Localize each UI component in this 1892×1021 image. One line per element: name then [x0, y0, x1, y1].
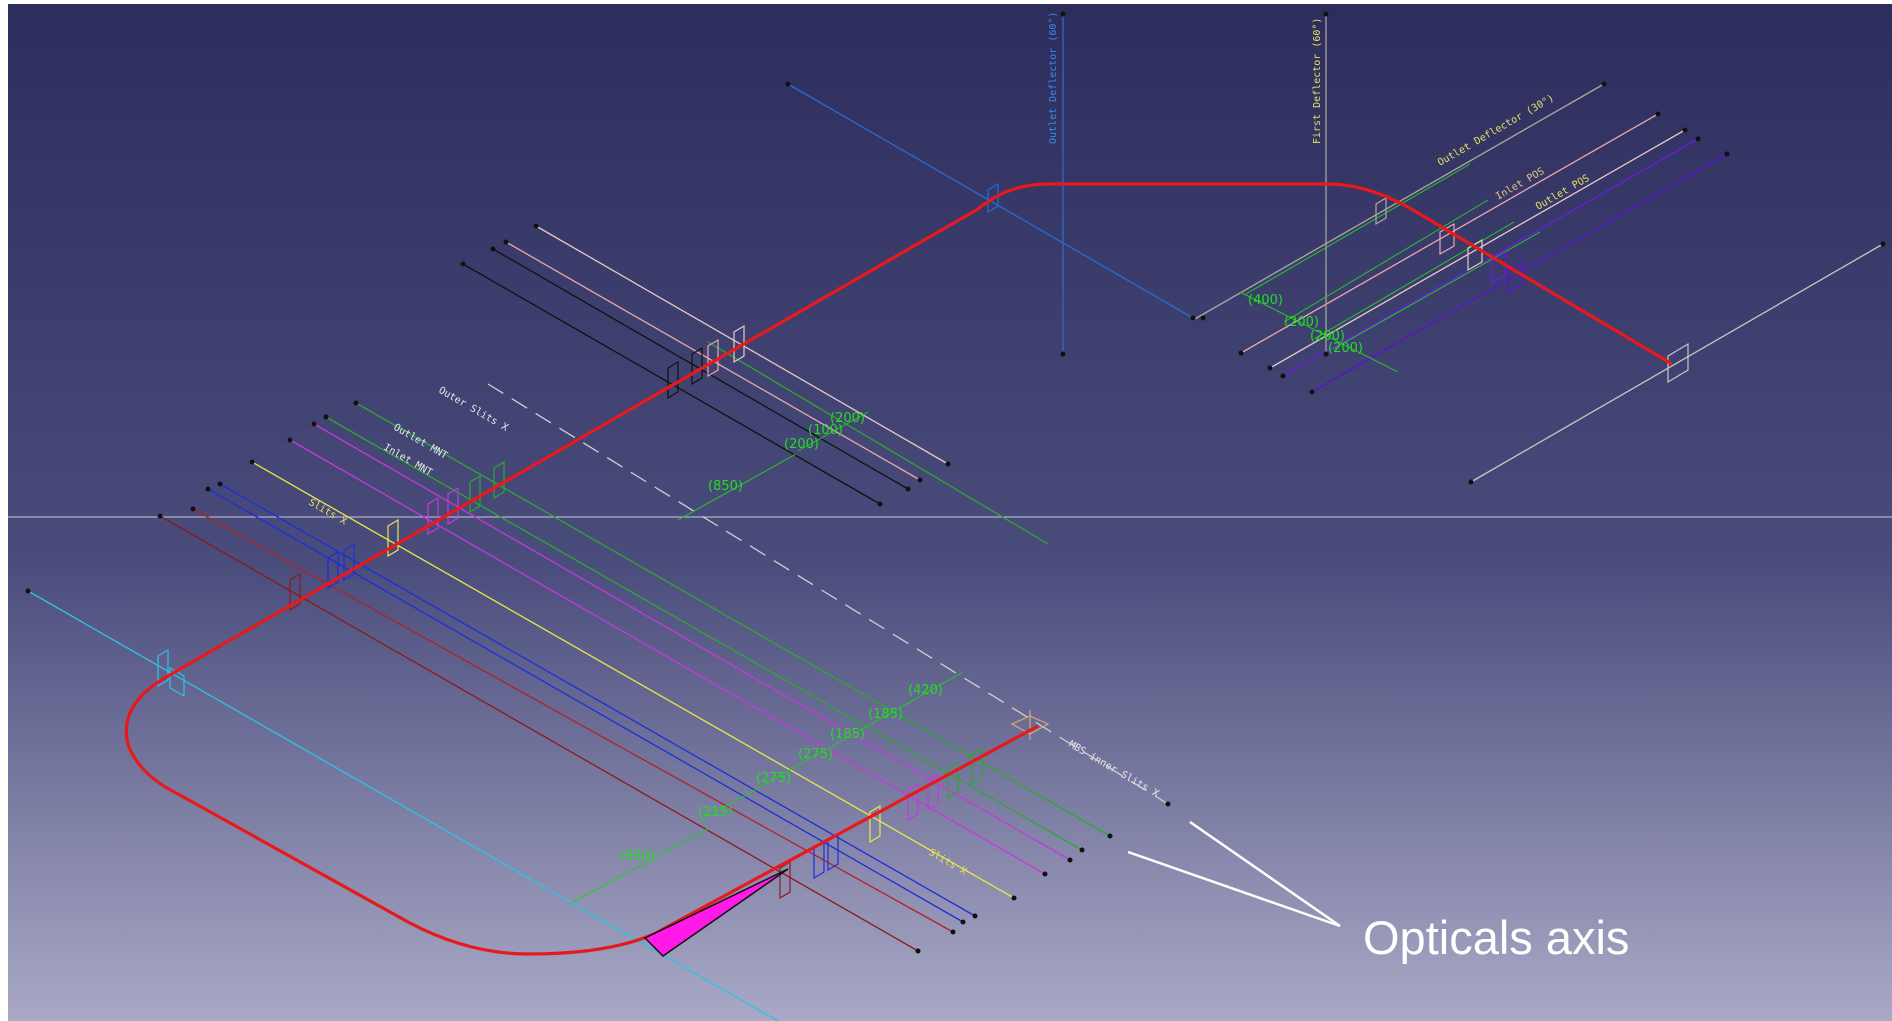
- dim-label-10: (185): [868, 707, 903, 722]
- frame-pink-b: [733, 324, 745, 364]
- element-line-gray-2: [1470, 243, 1884, 483]
- callout-pointer: [1127, 820, 1341, 928]
- lower-element-lines: [27, 383, 1169, 1021]
- dim-label-4: (200): [784, 437, 819, 452]
- element-line-magenta-2: [313, 423, 1071, 861]
- dim-label-12: (275): [798, 747, 833, 762]
- frame-magenta-a: [427, 496, 439, 536]
- callout-label: Opticals axis: [1363, 911, 1629, 964]
- element-line-blue-1: [207, 488, 964, 923]
- label-outlet-deflector-top: Outlet Deflector (60°): [1048, 12, 1059, 144]
- frame-yellow-low: [869, 804, 881, 844]
- frame-gray-r: [1375, 196, 1387, 226]
- element-line-blue-2: [219, 483, 976, 917]
- element-line-yellow: [251, 461, 1015, 899]
- label-first-deflector: First Deflector (60°): [1312, 18, 1323, 144]
- frame-star: [1010, 710, 1050, 740]
- dim-label-15: (850): [620, 849, 655, 864]
- element-line-green-1: [325, 416, 1083, 851]
- element-line-green-2: [355, 402, 1111, 837]
- dim-label-7: (200): [1310, 329, 1345, 344]
- dim-label-3: (100): [808, 423, 843, 438]
- frame-purple-r2: [1507, 260, 1523, 294]
- element-line-white-dashed: [487, 383, 1169, 805]
- dim-label-2: (200): [830, 411, 865, 426]
- frame-blue-top: [987, 182, 999, 214]
- dim-label-8: (200): [1328, 341, 1363, 356]
- dim-label-14: (215): [698, 805, 733, 820]
- beamline-diagram: Outlet Deflector (60°) First Deflector (…: [8, 4, 1892, 1021]
- dim-label-6: (200): [1284, 315, 1319, 330]
- frame-pink-r1: [1439, 222, 1455, 256]
- viewport-background: [8, 4, 1892, 1021]
- dim-label-5: (400): [1248, 293, 1283, 308]
- frame-magenta-low-a: [907, 782, 919, 822]
- end-points: [25, 11, 1886, 954]
- dim-label-1: (850): [708, 479, 743, 494]
- frame-cyan: [157, 648, 185, 698]
- frame-darkred-low: [779, 860, 791, 900]
- element-line-dark-red: [159, 515, 919, 952]
- dim-label-11: (185): [830, 727, 865, 742]
- element-line-magenta-1: [289, 439, 1046, 875]
- frame-darkred: [289, 572, 301, 612]
- dim-label-9: (420): [908, 683, 943, 698]
- frame-pink-r2: [1467, 238, 1483, 272]
- element-line-green-top: [707, 341, 1049, 545]
- frame-blue-a: [327, 550, 339, 590]
- frame-purple-r1: [1491, 250, 1507, 284]
- frame-magenta-low-b: [927, 772, 939, 812]
- beam-path: [124, 182, 1673, 956]
- dim-label-13: (275): [756, 771, 791, 786]
- dimension-lines: [572, 163, 1541, 903]
- element-line-red: [192, 508, 954, 933]
- frame-blue-b: [343, 542, 355, 582]
- frame-green-low-b: [971, 746, 983, 786]
- element-frames: [157, 182, 1689, 900]
- cad-viewport[interactable]: Outlet Deflector (60°) First Deflector (…: [8, 4, 1892, 1021]
- element-line-cyan: [27, 590, 779, 1021]
- frame-yellow: [387, 518, 399, 558]
- source-cone: [643, 868, 789, 957]
- frame-gray-end: [1667, 342, 1689, 384]
- frame-green-low-a: [947, 760, 959, 800]
